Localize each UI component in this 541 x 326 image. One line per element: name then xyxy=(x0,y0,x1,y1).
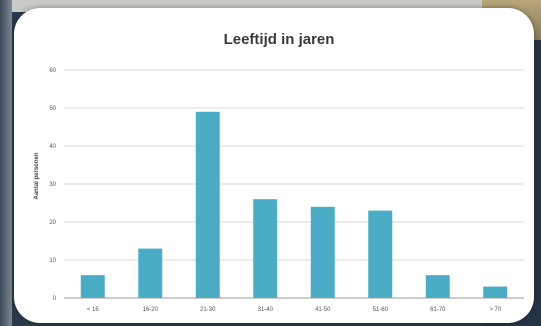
background-left-edge xyxy=(0,0,12,326)
bar xyxy=(483,286,508,298)
bar xyxy=(80,275,105,298)
x-tick-label: < 16 xyxy=(87,307,100,313)
bar xyxy=(195,111,220,298)
y-tick-label: 10 xyxy=(49,258,56,264)
x-tick-label: 21-30 xyxy=(200,307,216,313)
y-tick-label: 40 xyxy=(49,144,56,150)
bar xyxy=(368,210,393,298)
bar xyxy=(253,199,278,298)
y-tick-labels: 0 10 20 30 40 50 60 xyxy=(49,68,56,302)
gridlines xyxy=(64,69,524,261)
bar xyxy=(425,275,450,298)
y-axis-label: Aantal personen xyxy=(34,152,40,199)
chart-title: Leeftijd in jaren xyxy=(224,31,335,48)
bars xyxy=(80,111,508,298)
y-tick-label: 0 xyxy=(53,296,57,302)
y-tick-label: 60 xyxy=(49,68,56,74)
bar xyxy=(138,248,163,298)
x-tick-label: 51-60 xyxy=(373,307,389,313)
x-tick-label: 31-40 xyxy=(258,307,274,313)
y-tick-label: 20 xyxy=(49,220,56,226)
chart-card: Leeftijd in jaren Aantal personen < 16 16… xyxy=(14,8,534,323)
bar xyxy=(310,206,335,298)
x-tick-labels: < 16 16-20 21-30 31-40 41-50 51-60 61-70 > 70 xyxy=(87,307,502,313)
y-tick-label: 50 xyxy=(49,106,56,112)
x-tick-label: 16-20 xyxy=(143,307,159,313)
x-tick-label: > 70 xyxy=(489,307,502,313)
x-tick-label: 61-70 xyxy=(430,307,446,313)
y-tick-label: 30 xyxy=(49,182,56,188)
x-tick-label: 41-50 xyxy=(315,307,331,313)
bar-chart: Leeftijd in jaren Aantal personen < 16 16… xyxy=(34,31,524,313)
